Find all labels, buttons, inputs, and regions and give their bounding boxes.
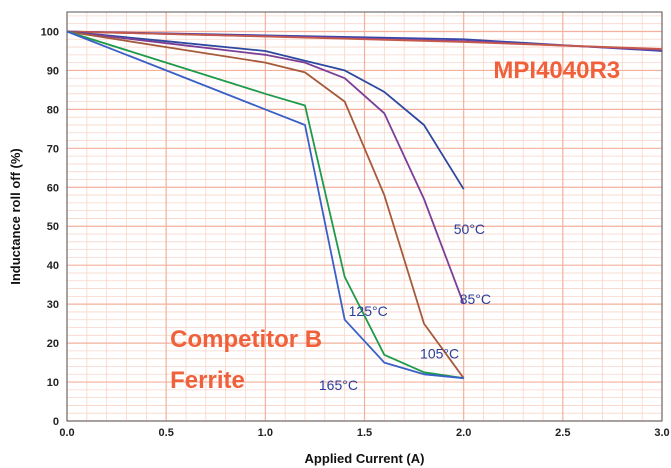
- x-tick-label: 1.0: [258, 427, 273, 439]
- y-tick-label: 10: [47, 377, 59, 389]
- temperature-label: 50°C: [454, 221, 485, 237]
- y-tick-label: 30: [47, 299, 59, 311]
- y-tick-label: 80: [47, 104, 59, 116]
- temperature-label: 165°C: [319, 377, 358, 393]
- x-tick-label: 0.0: [59, 427, 74, 439]
- y-tick-label: 100: [41, 26, 59, 38]
- product-label: MPI4040R3: [493, 57, 620, 84]
- x-tick-label: 3.0: [654, 427, 669, 439]
- y-axis-title: Inductance roll off (%): [8, 148, 23, 285]
- series-line: [66, 30, 465, 305]
- series-line: [66, 30, 464, 380]
- series-line: [66, 30, 464, 380]
- series-layer: [66, 30, 663, 380]
- x-tick-label: 2.0: [456, 427, 471, 439]
- temperature-label: 105°C: [420, 346, 459, 362]
- y-tick-label: 40: [47, 260, 59, 272]
- product-label: Competitor B: [170, 326, 322, 353]
- y-tick-label: 60: [47, 182, 59, 194]
- y-tick-label: 90: [47, 65, 59, 77]
- product-label: Ferrite: [170, 367, 245, 394]
- series-line: [66, 30, 465, 379]
- temperature-label: 85°C: [460, 291, 491, 307]
- y-tick-label: 50: [47, 221, 59, 233]
- series-line: [66, 30, 663, 50]
- series-line: [66, 30, 465, 190]
- annotation-layer: MPI4040R3 Competitor B Ferrite 50°C 85°C 125°…: [170, 57, 620, 394]
- temperature-label: 125°C: [349, 303, 388, 319]
- x-tick-label: 0.5: [159, 427, 174, 439]
- x-tick-labels: 0.0 0.5 1.0 1.5 2.0 2.5 3.0: [59, 427, 669, 439]
- x-axis-title: Applied Current (A): [305, 451, 425, 466]
- y-tick-label: 0: [53, 416, 59, 428]
- x-tick-label: 2.5: [555, 427, 570, 439]
- y-tick-label: 70: [47, 143, 59, 155]
- y-tick-labels: 0 10 20 30 40 50 60 70 80 90 100: [41, 26, 59, 428]
- plot-frame: [66, 11, 663, 422]
- x-tick-label: 1.5: [357, 427, 372, 439]
- y-tick-label: 20: [47, 338, 59, 350]
